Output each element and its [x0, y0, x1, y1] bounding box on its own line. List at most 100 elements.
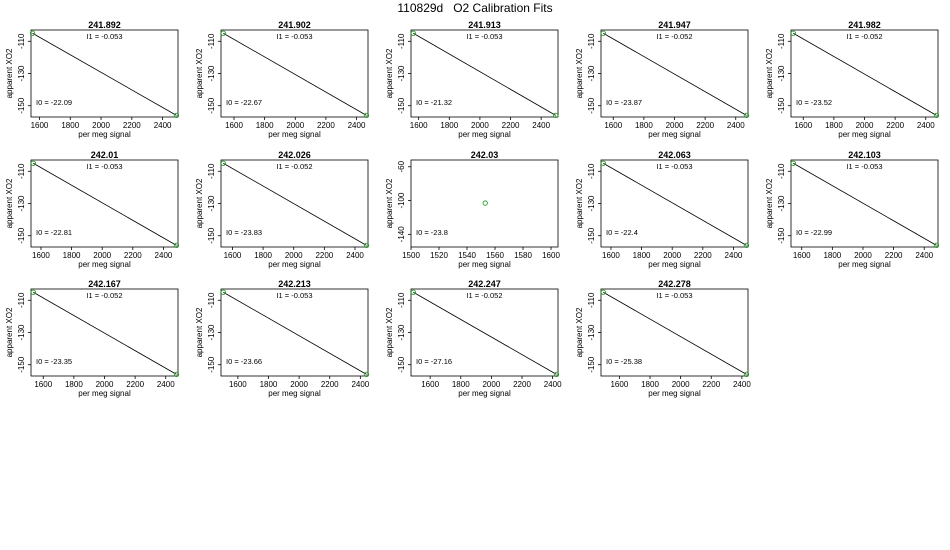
x-tick-label: 2000: [666, 121, 684, 130]
y-tick-label: -110: [17, 292, 26, 308]
fit-line: [603, 32, 747, 116]
x-tick-label: 2400: [727, 121, 745, 130]
y-tick-label: -110: [587, 292, 596, 308]
x-tick-label: 2400: [733, 380, 751, 389]
y-tick-label: -110: [397, 33, 406, 49]
panel: 242.103 1600 1800 2000 2200 2400 -110 -130 -150 p…: [765, 150, 940, 269]
x-tick-label: 2000: [482, 380, 500, 389]
y-tick-label: -150: [777, 97, 786, 114]
x-axis-label: per meg signal: [268, 130, 321, 139]
data-point: [482, 200, 488, 206]
panel: 241.982 1600 1800 2000 2200 2400 -110 -130 -150 p…: [765, 20, 940, 139]
fit-line: [223, 32, 367, 116]
slope-annotation: I1 = -0.052: [466, 291, 502, 300]
fit-line: [793, 162, 937, 246]
fit-line: [223, 291, 367, 375]
x-tick-label: 1520: [430, 251, 448, 260]
x-tick-label: 1800: [440, 121, 458, 130]
y-tick-label: -130: [397, 65, 406, 82]
x-tick-label: 1800: [61, 121, 79, 130]
intercept-annotation: I0 = -23.66: [226, 357, 262, 366]
data-point: [173, 112, 180, 119]
y-axis-label: apparent XO2: [765, 178, 774, 228]
fit-line: [33, 162, 177, 246]
x-tick-label: 2200: [696, 121, 714, 130]
x-tick-label: 1600: [421, 380, 439, 389]
panel: 241.892 1600 1800 2000 2200 2400 -110 -130 -150 p…: [5, 20, 180, 139]
data-point: [600, 30, 606, 36]
data-point: [553, 371, 560, 378]
panel-title: 242.213: [278, 279, 311, 289]
y-axis-label: apparent XO2: [5, 178, 14, 228]
x-axis-label: per meg signal: [838, 130, 891, 139]
x-tick-label: 1800: [823, 251, 841, 260]
x-tick-label: 2400: [351, 380, 369, 389]
data-point: [363, 371, 370, 378]
y-tick-label: -130: [777, 195, 786, 212]
panel-title: 242.03: [471, 150, 499, 160]
fit-line: [793, 32, 937, 116]
x-tick-label: 2000: [92, 121, 110, 130]
x-axis-label: per meg signal: [78, 130, 131, 139]
y-tick-label: -110: [777, 163, 786, 179]
y-axis-label: apparent XO2: [385, 307, 394, 357]
x-tick-label: 2400: [157, 380, 175, 389]
x-tick-label: 2400: [346, 251, 364, 260]
x-tick-label: 2200: [123, 121, 141, 130]
panel-title: 241.947: [658, 20, 691, 30]
data-point: [743, 371, 750, 378]
y-axis-label: apparent XO2: [575, 307, 584, 357]
panel: 241.947 1600 1800 2000 2200 2400 -110 -130 -150 p…: [575, 20, 750, 139]
intercept-annotation: I0 = -25.38: [606, 357, 642, 366]
x-axis-label: per meg signal: [458, 389, 511, 398]
x-tick-label: 1600: [610, 380, 628, 389]
x-tick-label: 2000: [286, 121, 304, 130]
slope-annotation: I1 = -0.053: [86, 162, 122, 171]
panel-title: 242.278: [658, 279, 691, 289]
y-tick-label: -150: [17, 227, 26, 244]
data-point: [933, 112, 940, 119]
x-tick-label: 2200: [126, 380, 144, 389]
x-axis-label: per meg signal: [648, 130, 701, 139]
data-point: [220, 289, 226, 295]
x-tick-label: 2400: [155, 251, 173, 260]
data-point: [743, 112, 750, 119]
x-tick-label: 2000: [663, 251, 681, 260]
data-point: [220, 160, 226, 166]
fit-line: [223, 162, 367, 246]
slope-annotation: I1 = -0.053: [656, 162, 692, 171]
slope-annotation: I1 = -0.052: [846, 32, 882, 41]
x-axis-label: per meg signal: [838, 260, 891, 269]
y-axis-label: apparent XO2: [195, 178, 204, 228]
x-tick-label: 2000: [96, 380, 114, 389]
y-axis-label: apparent XO2: [385, 48, 394, 98]
y-tick-label: -130: [17, 195, 26, 212]
y-tick-label: -140: [397, 226, 406, 243]
x-tick-label: 2400: [544, 380, 562, 389]
fit-line: [603, 291, 747, 375]
x-axis-label: per meg signal: [268, 260, 321, 269]
slope-annotation: I1 = -0.053: [276, 291, 312, 300]
y-tick-label: -100: [397, 192, 406, 209]
x-axis-label: per meg signal: [78, 260, 131, 269]
fit-line: [33, 291, 177, 375]
intercept-annotation: I0 = -21.32: [416, 98, 452, 107]
y-tick-label: -110: [17, 33, 26, 49]
y-tick-label: -130: [587, 195, 596, 212]
data-point: [29, 30, 36, 36]
x-tick-label: 1560: [486, 251, 504, 260]
x-axis-label: per meg signal: [648, 260, 701, 269]
y-tick-label: -110: [207, 292, 216, 308]
panel-title: 242.026: [278, 150, 311, 160]
panel: 241.902 1600 1800 2000 2200 2400 -110 -130 -150 p…: [195, 20, 370, 139]
x-tick-label: 1500: [402, 251, 420, 260]
data-point: [30, 289, 36, 295]
y-tick-label: -60: [397, 160, 406, 172]
x-tick-label: 1540: [458, 251, 476, 260]
y-tick-label: -150: [587, 356, 596, 373]
fit-line: [413, 32, 556, 116]
slope-annotation: I1 = -0.053: [86, 32, 122, 41]
x-tick-label: 1580: [514, 251, 532, 260]
x-tick-label: 2400: [917, 121, 935, 130]
